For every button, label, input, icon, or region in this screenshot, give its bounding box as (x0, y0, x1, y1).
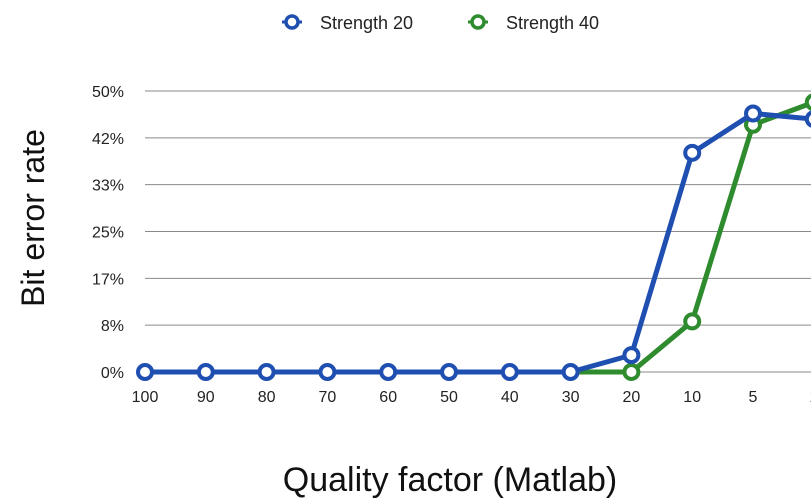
x-tick-label: 5 (749, 389, 758, 406)
x-tick-label: 1 (809, 389, 811, 406)
x-axis-ticks: 100 90 80 70 60 50 40 30 20 10 5 1 (132, 389, 811, 406)
data-point (744, 104, 762, 123)
x-tick-label: 40 (501, 389, 519, 406)
y-axis-title: Bit error rate (15, 129, 51, 307)
data-point (561, 363, 580, 381)
y-tick-label: 8% (101, 318, 124, 335)
x-tick-label: 70 (319, 389, 337, 406)
data-point (622, 363, 641, 381)
legend-marker (470, 14, 486, 30)
legend: Strength 20 Strength 40 (282, 13, 599, 33)
legend-item: Strength 40 (468, 13, 599, 33)
series-strength-20 (136, 104, 811, 381)
data-point (440, 363, 458, 381)
y-axis-ticks: 0% 8% 17% 25% 33% 42% 50% (92, 84, 124, 382)
data-point (500, 363, 519, 381)
x-tick-label: 60 (379, 389, 397, 406)
y-tick-label: 25% (92, 225, 124, 242)
legend-label: Strength 20 (320, 13, 413, 33)
x-tick-label: 30 (562, 389, 580, 406)
data-point (379, 363, 398, 381)
legend-label: Strength 40 (506, 13, 599, 33)
x-tick-label: 90 (197, 389, 215, 406)
data-point (683, 143, 702, 162)
legend-item: Strength 20 (282, 13, 413, 33)
data-point (257, 363, 276, 381)
y-tick-label: 33% (92, 178, 124, 195)
x-tick-label: 10 (683, 389, 701, 406)
series-line (570, 100, 811, 375)
x-axis-title: Quality factor (Matlab) (283, 461, 617, 499)
y-tick-label: 17% (92, 271, 124, 288)
gridlines (145, 90, 811, 373)
x-tick-label: 50 (440, 389, 458, 406)
data-point (622, 346, 641, 365)
data-point (804, 93, 811, 111)
x-tick-label: 100 (132, 389, 159, 406)
data-point (196, 363, 215, 381)
series-line (145, 110, 811, 375)
x-tick-label: 20 (623, 389, 641, 406)
legend-marker (284, 14, 300, 30)
y-tick-label: 42% (92, 131, 124, 148)
data-point (683, 312, 702, 331)
series-layer (136, 93, 811, 381)
data-point (804, 110, 811, 128)
y-tick-label: 0% (101, 365, 124, 382)
x-tick-label: 80 (258, 389, 276, 406)
y-tick-label: 50% (92, 84, 124, 101)
data-point (318, 363, 337, 381)
data-point (136, 363, 154, 381)
